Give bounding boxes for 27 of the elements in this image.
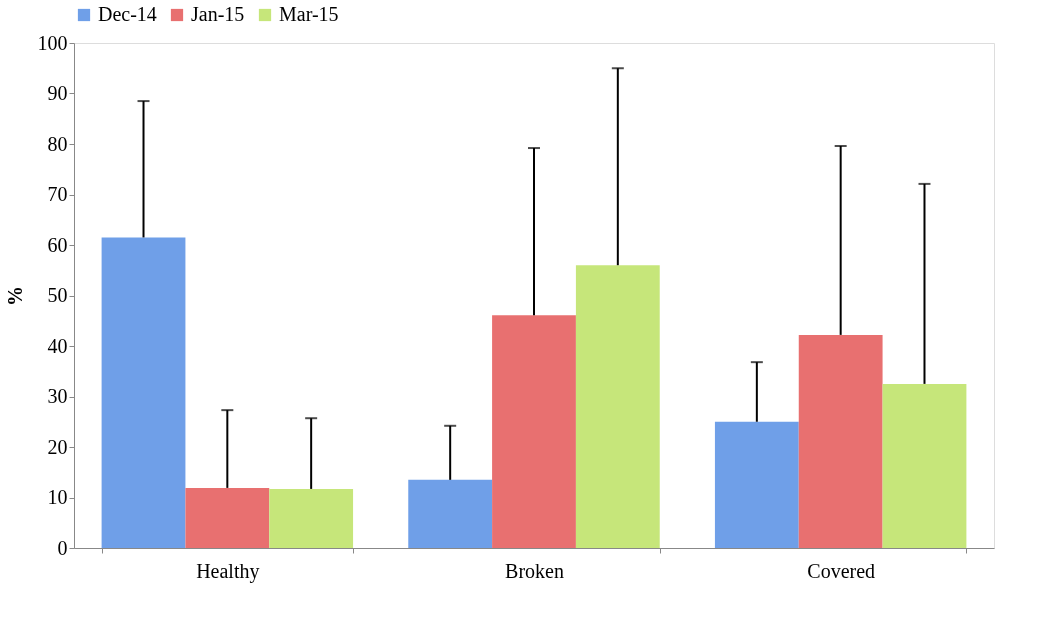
y-tick-label: 70 (47, 183, 68, 205)
y-tick-label: 100 (37, 31, 68, 54)
legend-label: Dec-14 (98, 3, 157, 25)
bar (101, 237, 186, 548)
y-tick-label: 80 (47, 132, 68, 155)
bar (798, 334, 883, 548)
bar (575, 265, 660, 548)
y-tick-label: 30 (47, 385, 68, 407)
y-tick-label: 0 (57, 536, 68, 559)
legend-label: Mar-15 (279, 3, 339, 25)
bar (714, 421, 799, 548)
x-tick-label: Broken (505, 559, 564, 582)
x-tick-label: Healthy (196, 559, 260, 583)
bar (269, 488, 354, 548)
y-tick-label: 90 (47, 82, 68, 104)
bar (185, 487, 270, 548)
y-tick-label: 40 (47, 334, 68, 357)
y-tick-label: 10 (47, 486, 68, 508)
bar (408, 479, 493, 548)
legend-label: Jan-15 (191, 3, 245, 25)
y-tick-label: 50 (47, 284, 68, 306)
x-tick-label: Covered (807, 559, 876, 582)
bar (882, 383, 967, 548)
y-tick-label: 20 (47, 435, 68, 458)
y-tick-label: 60 (47, 233, 68, 256)
bar (492, 315, 576, 548)
y-axis-title: % (3, 286, 26, 306)
